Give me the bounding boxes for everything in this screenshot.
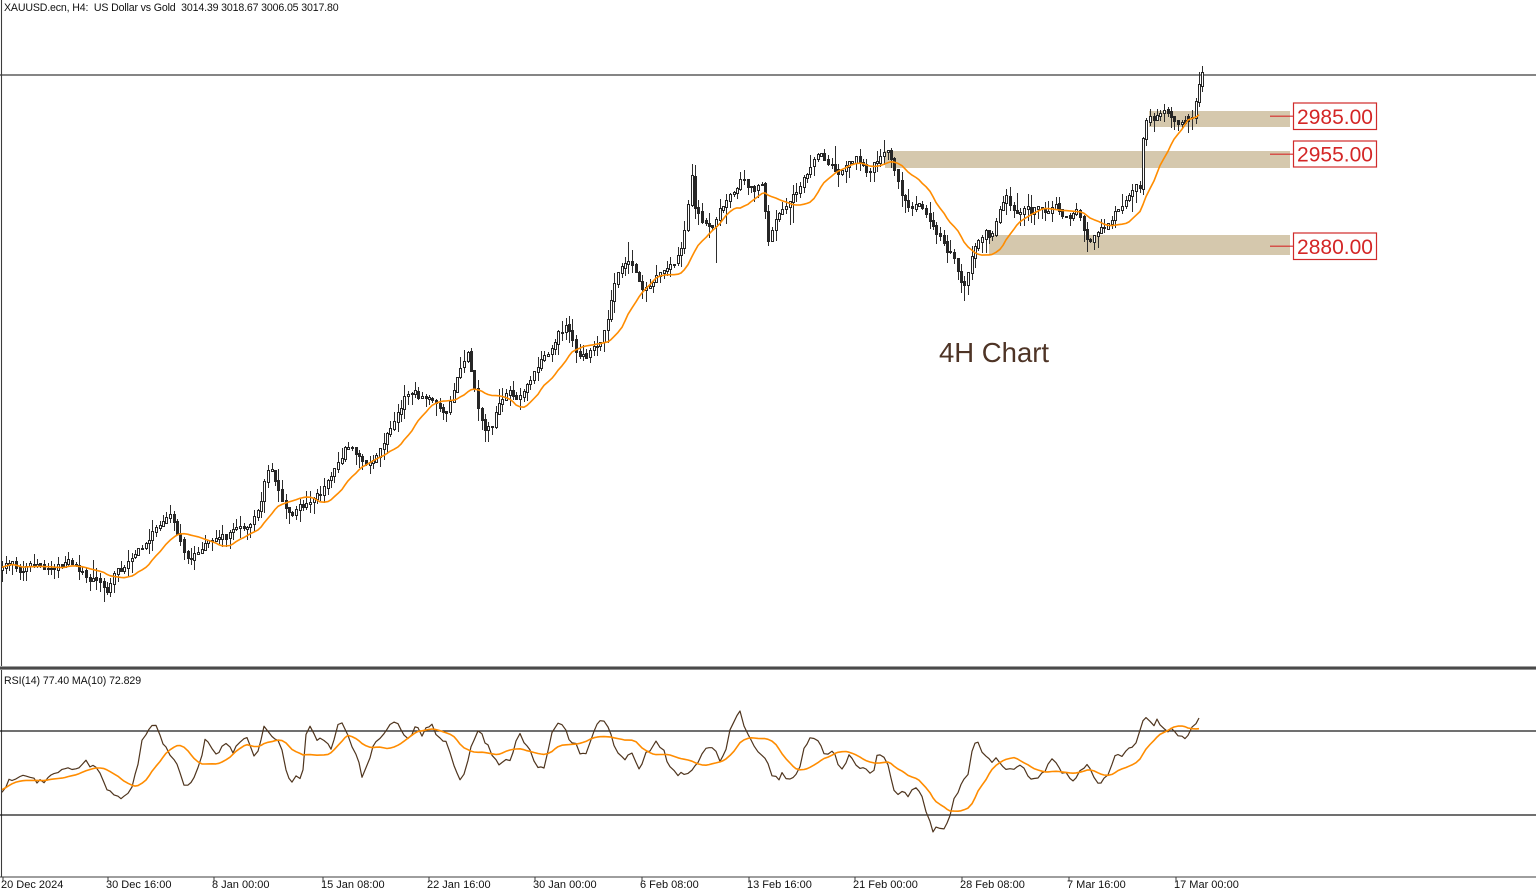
- svg-text:RSI(14) 77.40 MA(10) 72.829: RSI(14) 77.40 MA(10) 72.829: [4, 675, 141, 687]
- svg-text:30 Jan 00:00: 30 Jan 00:00: [533, 879, 597, 890]
- svg-text:20 Dec 2024: 20 Dec 2024: [1, 879, 63, 890]
- svg-text:22 Jan 16:00: 22 Jan 16:00: [427, 879, 491, 890]
- svg-text:4H Chart: 4H Chart: [939, 337, 1049, 368]
- svg-text:2955.00: 2955.00: [1297, 144, 1373, 167]
- svg-text:15 Jan 08:00: 15 Jan 08:00: [321, 879, 385, 890]
- svg-text:2985.00: 2985.00: [1297, 106, 1373, 129]
- svg-text:6 Feb 08:00: 6 Feb 08:00: [640, 879, 699, 890]
- svg-text:28 Feb 08:00: 28 Feb 08:00: [960, 879, 1025, 890]
- svg-text:13 Feb 16:00: 13 Feb 16:00: [747, 879, 812, 890]
- svg-text:8 Jan 00:00: 8 Jan 00:00: [212, 879, 270, 890]
- svg-text:7 Mar 16:00: 7 Mar 16:00: [1067, 879, 1126, 890]
- svg-text:21 Feb 00:00: 21 Feb 00:00: [853, 879, 918, 890]
- svg-text:17 Mar 00:00: 17 Mar 00:00: [1174, 879, 1239, 890]
- svg-text:2880.00: 2880.00: [1297, 236, 1373, 259]
- svg-text:30 Dec 16:00: 30 Dec 16:00: [106, 879, 171, 890]
- svg-text:XAUUSD.ecn, H4: US Dollar vs: XAUUSD.ecn, H4: US Dollar vs Gold 3014.3…: [4, 2, 339, 14]
